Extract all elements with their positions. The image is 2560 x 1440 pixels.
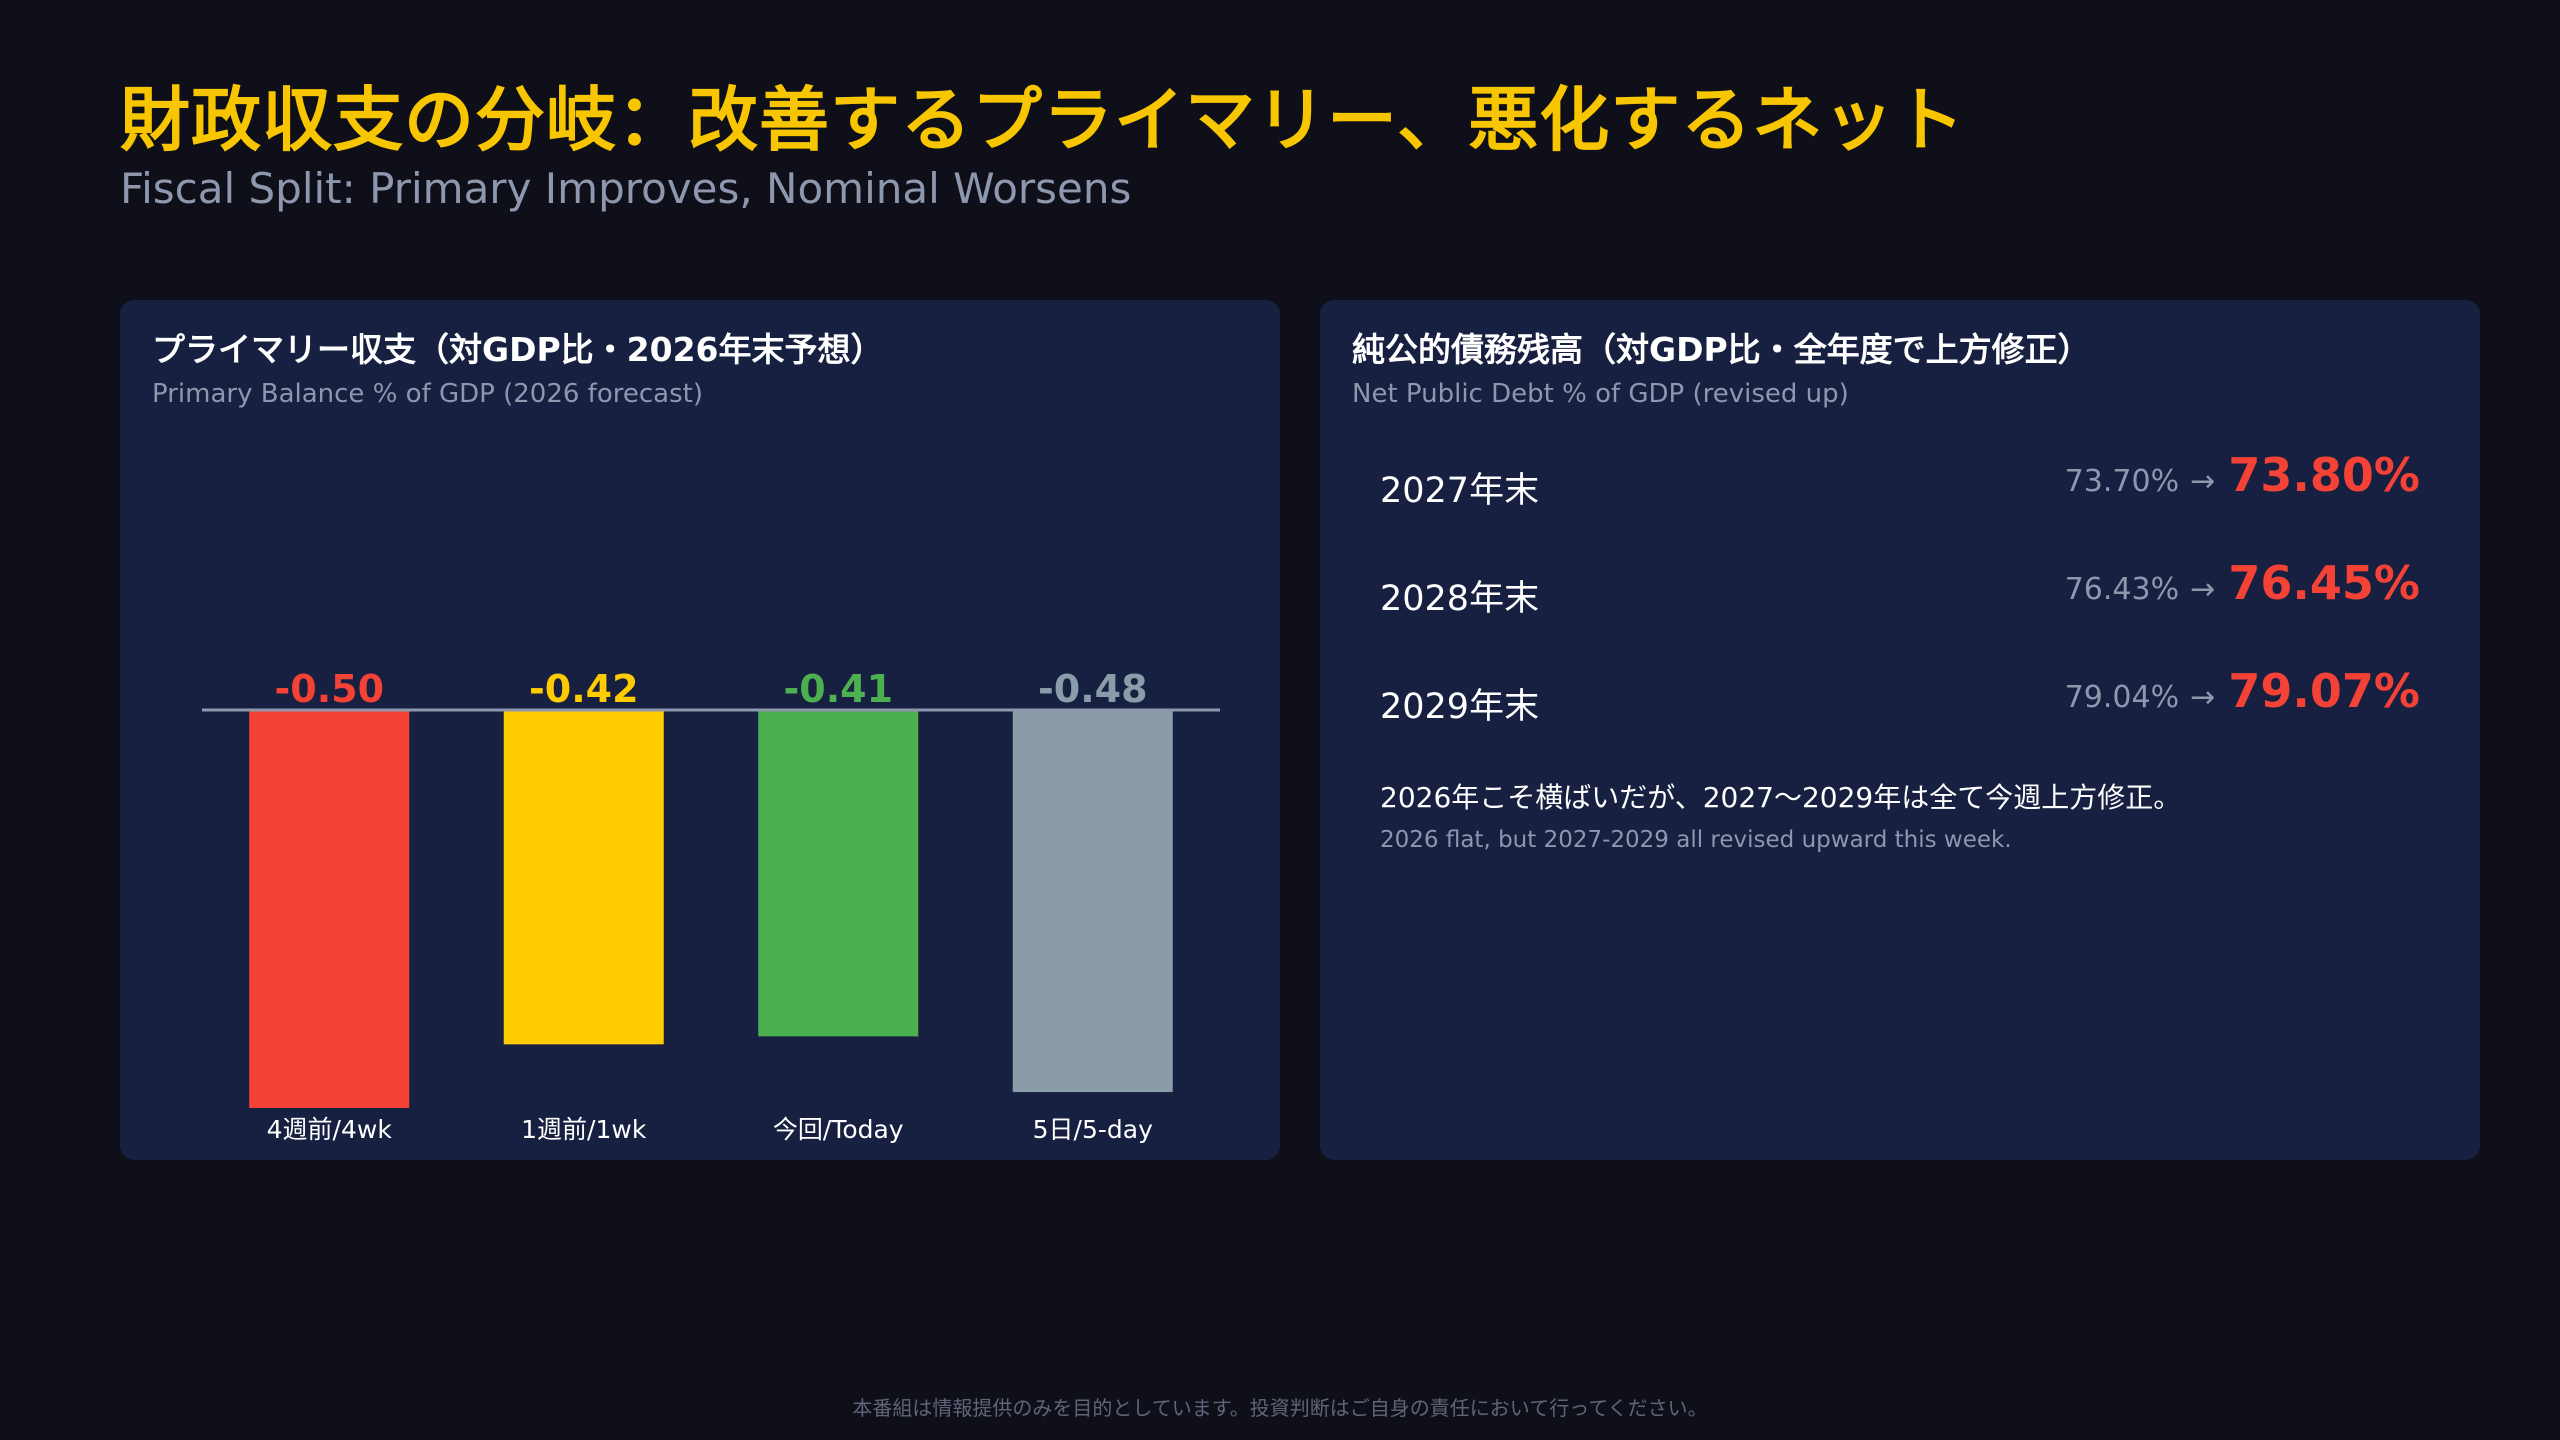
- bar-value-label: -0.41: [783, 667, 893, 711]
- debt-new-value: 79.07%: [2228, 664, 2420, 718]
- bar-value-label: -0.50: [274, 667, 384, 711]
- debt-old-value: 73.70%: [2064, 464, 2180, 499]
- disclaimer: 本番組は情報提供のみを目的としています。投資判断はご自身の責任において行ってくだ…: [852, 1396, 1708, 1420]
- revision-note-en: 2026 flat, but 2027-2029 all revised upw…: [1380, 827, 2012, 853]
- net-debt-panel: 純公的債務残高（対GDP比・全年度で上方修正） Net Public Debt …: [1320, 300, 2480, 1160]
- primary-balance-panel: プライマリー収支（対GDP比・2026年末予想） Primary Balance…: [120, 300, 1280, 1160]
- revision-note-ja: 2026年こそ横ばいだが、2027〜2029年は全て今週上方修正。: [1380, 781, 2182, 814]
- debt-year: 2028年末: [1380, 579, 1540, 619]
- primary-balance-title: プライマリー収支（対GDP比・2026年末予想）: [152, 330, 884, 369]
- debt-new-value: 73.80%: [2228, 448, 2420, 502]
- arrow-right-icon: →: [2190, 680, 2216, 715]
- bar-value-label: -0.48: [1038, 667, 1148, 711]
- debt-values: 79.04% → 79.07%: [2065, 664, 2420, 718]
- debt-row-2029: 2029年末 79.04% → 79.07%: [1380, 664, 2420, 734]
- debt-values: 76.43% → 76.45%: [2065, 556, 2420, 610]
- debt-row-2027: 2027年末 73.70% → 73.80%: [1380, 448, 2420, 518]
- chart-bar: [1012, 710, 1173, 1093]
- arrow-right-icon: →: [2190, 464, 2216, 499]
- category-label: 1週前/1wk: [521, 1115, 647, 1144]
- net-debt-subtitle: Net Public Debt % of GDP (revised up): [1352, 379, 1849, 409]
- chart-bar: [758, 710, 919, 1037]
- page-subtitle: Fiscal Split: Primary Improves, Nominal …: [120, 164, 1132, 213]
- arrow-right-icon: →: [2190, 572, 2216, 607]
- category-label: 今回/Today: [773, 1115, 904, 1144]
- debt-old-value: 76.43%: [2064, 572, 2180, 607]
- primary-balance-subtitle: Primary Balance % of GDP (2026 forecast): [152, 379, 703, 409]
- chart-bar: [503, 710, 664, 1045]
- debt-year: 2027年末: [1380, 471, 1540, 511]
- chart-bar: [249, 710, 410, 1108]
- category-label: 5日/5-day: [1033, 1115, 1153, 1144]
- primary-balance-chart: -0.50 4週前/4wk -0.42 1週前/1wk -0.41 今回/Today -0.…: [202, 667, 1220, 1144]
- net-debt-title: 純公的債務残高（対GDP比・全年度で上方修正）: [1352, 330, 2091, 369]
- debt-values: 73.70% → 73.80%: [2065, 448, 2420, 502]
- category-label: 4週前/4wk: [267, 1115, 393, 1144]
- debt-new-value: 76.45%: [2228, 556, 2420, 610]
- page-title: 財政収支の分岐：改善するプライマリー、悪化するネット: [120, 79, 1966, 161]
- bar-value-label: -0.42: [529, 667, 639, 711]
- debt-year: 2029年末: [1380, 687, 1540, 727]
- debt-old-value: 79.04%: [2064, 680, 2180, 715]
- debt-row-2028: 2028年末 76.43% → 76.45%: [1380, 556, 2420, 626]
